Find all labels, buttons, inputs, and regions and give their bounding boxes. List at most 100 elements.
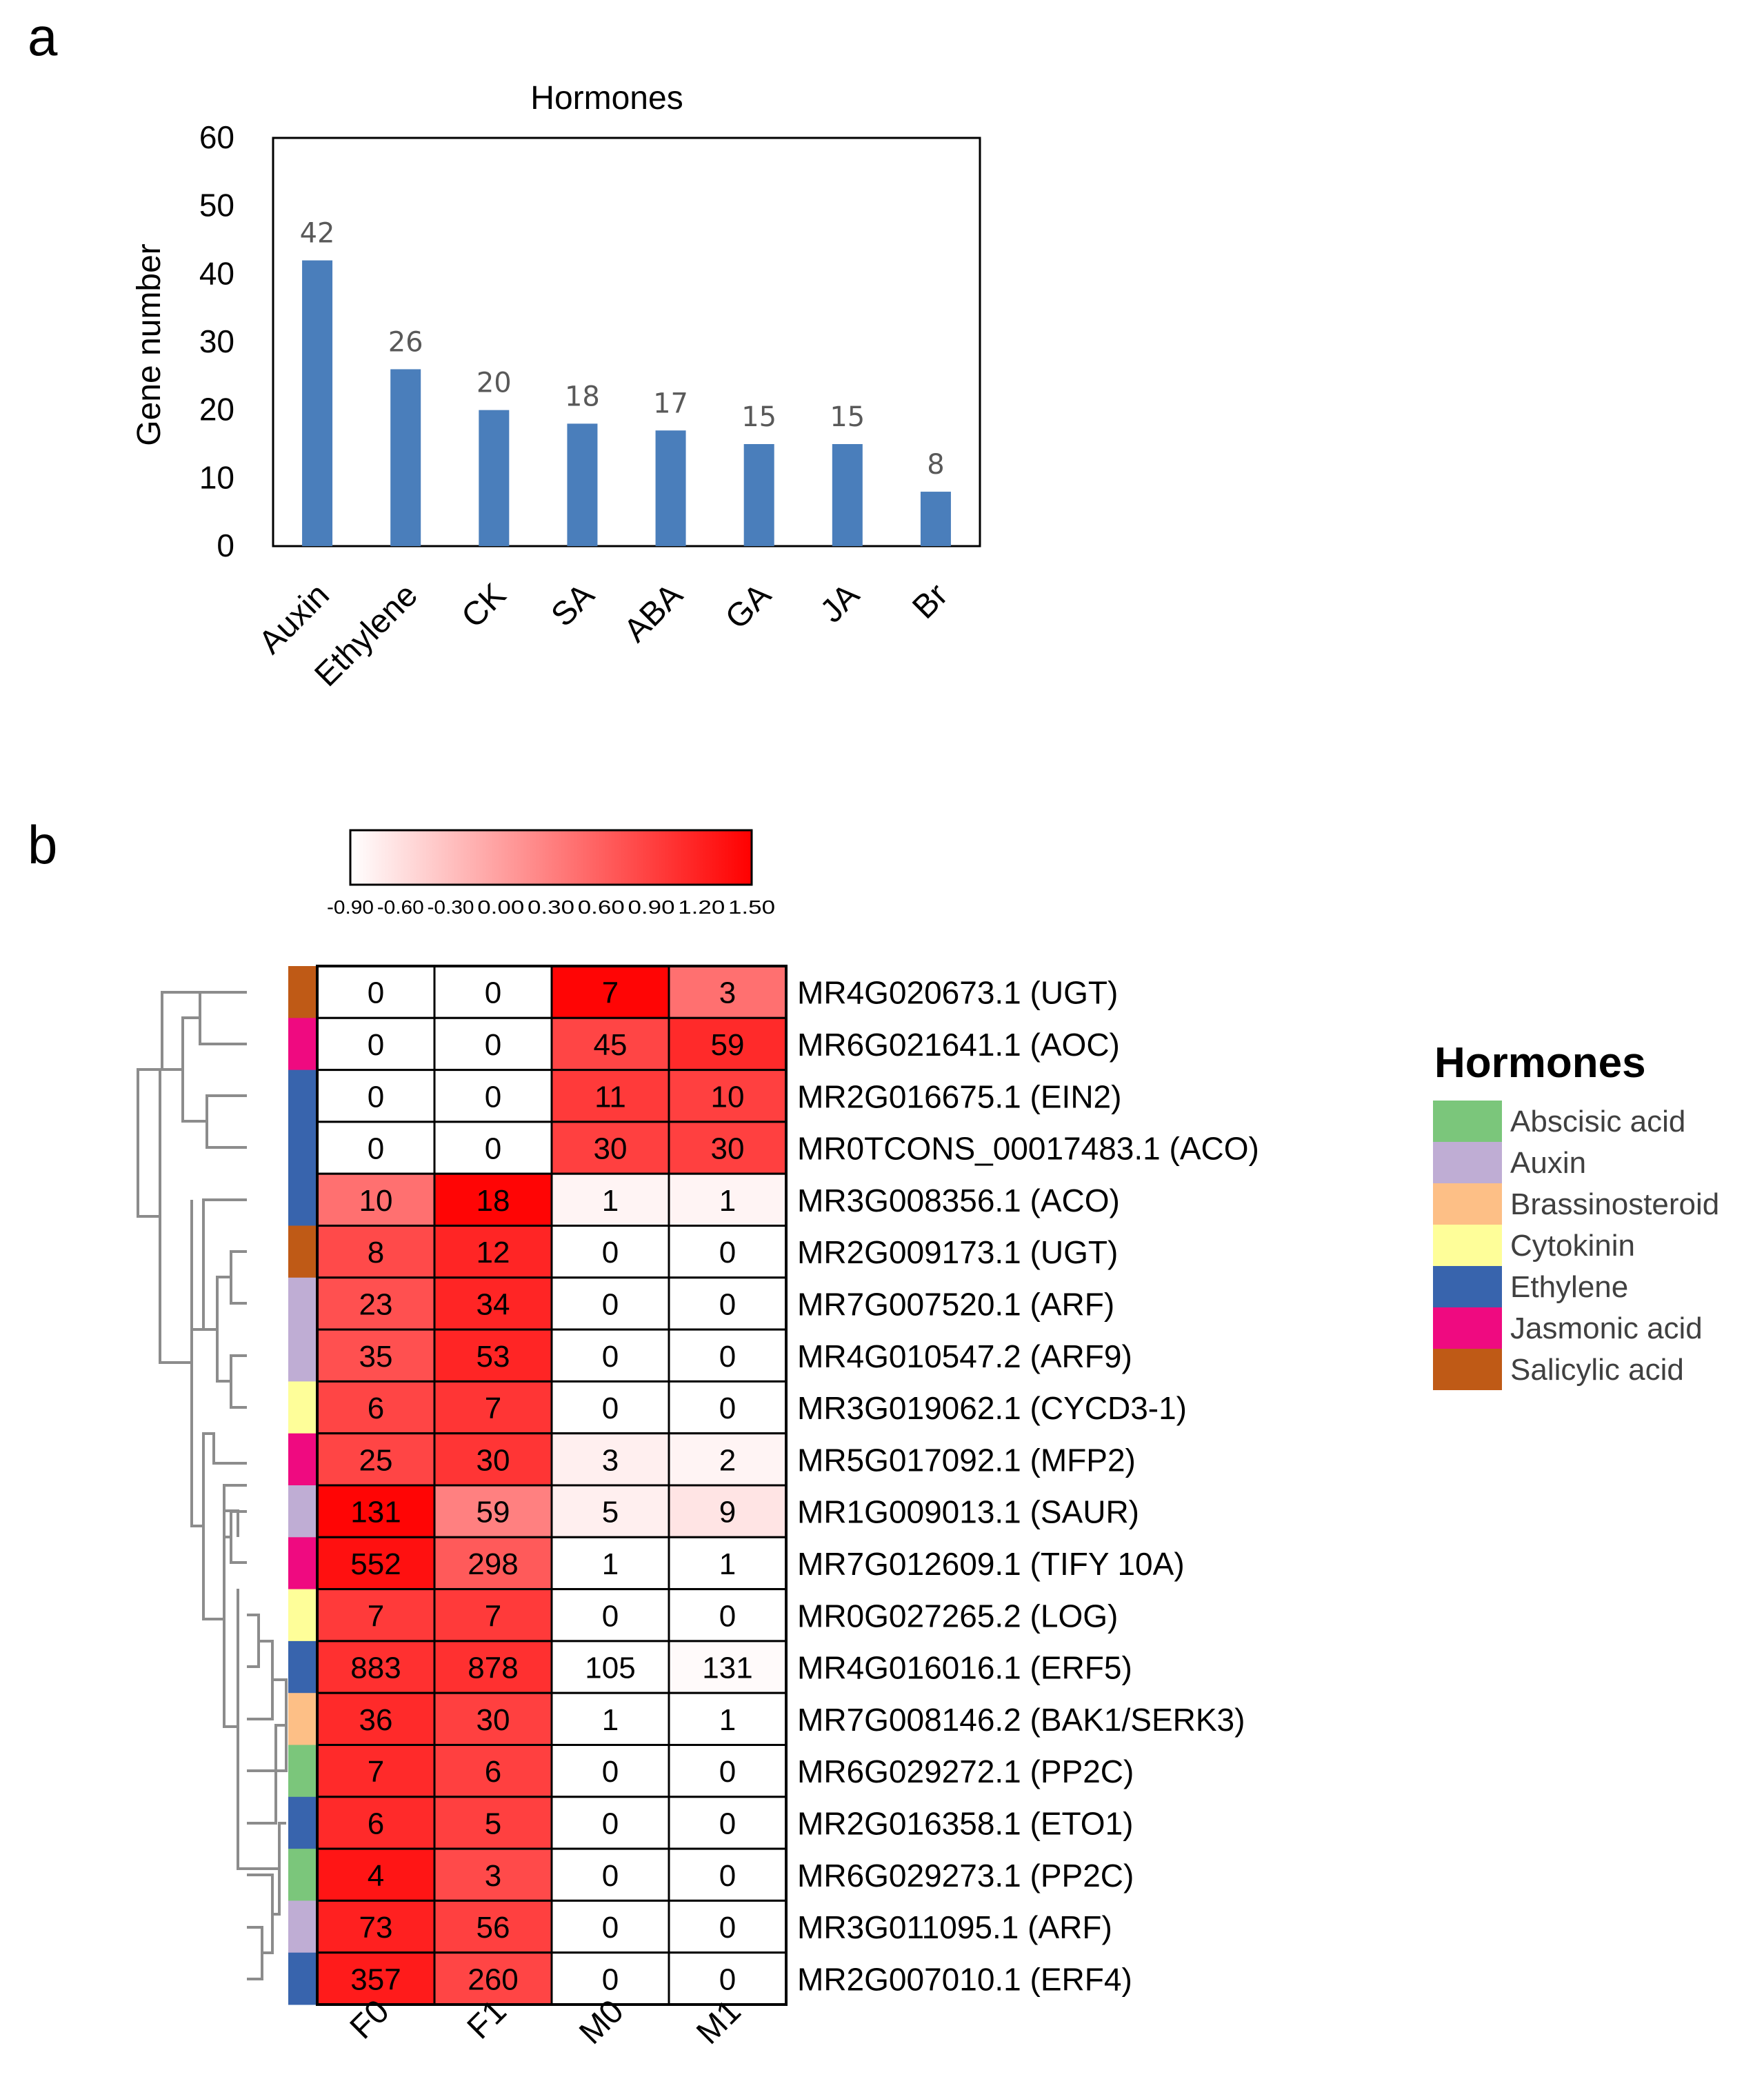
y-tick-label: 40 [199, 255, 234, 291]
heatmap-cell-value: 7 [368, 1755, 384, 1789]
x-tick-label: Br [905, 576, 954, 625]
heatmap-row-label: MR1G009013.1 (SAUR) [797, 1494, 1139, 1530]
heatmap-row-label: MR0TCONS_00017483.1 (ACO) [797, 1131, 1259, 1167]
bar-aba [655, 430, 686, 546]
heatmap-row-label: MR0G027265.2 (LOG) [797, 1598, 1118, 1634]
heatmap-cell-value: 0 [602, 1911, 619, 1945]
heatmap-row-label: MR5G017092.1 (MFP2) [797, 1442, 1136, 1478]
y-tick-label: 60 [199, 119, 234, 155]
row-hormone-color-bar [288, 1225, 316, 1278]
legend-swatch [1433, 1266, 1502, 1307]
heatmap-cell [433, 1691, 553, 1746]
colorbar-tick-label: 0.00 [477, 896, 524, 918]
heatmap-cell-value: 878 [468, 1651, 518, 1685]
heatmap-row-label: MR6G029273.1 (PP2C) [797, 1858, 1134, 1894]
heatmap-cell [668, 1536, 788, 1591]
heatmap-cell [433, 1276, 553, 1331]
heatmap-cell-value: 0 [719, 1287, 736, 1321]
heatmap-cell-value: 11 [594, 1080, 626, 1114]
legend-label: Cytokinin [1510, 1229, 1635, 1263]
row-hormone-color-bar [288, 1537, 316, 1590]
heatmap-cell [550, 1016, 670, 1072]
heatmap-cell-value: 35 [359, 1340, 393, 1374]
heatmap-cell [668, 1016, 788, 1072]
bar-data-label: 26 [388, 326, 423, 358]
x-tick-label: Auxin [252, 576, 336, 661]
legend-label: Jasmonic acid [1510, 1312, 1703, 1345]
heatmap-cell [550, 1276, 670, 1331]
heatmap-cell-value: 357 [350, 1962, 401, 1996]
heatmap-cell [433, 1172, 553, 1227]
heatmap-row-label: MR6G029272.1 (PP2C) [797, 1754, 1134, 1789]
bar-data-label: 15 [830, 401, 865, 433]
row-hormone-color-bar [288, 1589, 316, 1642]
colorbar-tick-label: 0.60 [578, 896, 625, 918]
bar-ethylene [390, 369, 421, 546]
heatmap-cell-value: 5 [602, 1496, 619, 1529]
heatmap-cell [550, 1588, 670, 1643]
heatmap-cell-value: 0 [602, 1340, 619, 1374]
heatmap-cell-value: 0 [719, 1859, 736, 1893]
x-tick-label: CK [454, 576, 513, 635]
heatmap-cell [668, 1640, 788, 1694]
bar-chart-bars [302, 260, 951, 546]
heatmap-cell-value: 45 [594, 1028, 628, 1062]
row-hormone-color-bar [288, 1174, 316, 1226]
heatmap-cell [316, 1432, 436, 1487]
row-hormone-color-bar [288, 1121, 316, 1174]
heatmap-cell [316, 965, 436, 1019]
heatmap-cell [550, 1432, 670, 1487]
bar-data-label: 15 [741, 401, 776, 433]
heatmap-row-label: MR4G016016.1 (ERF5) [797, 1650, 1132, 1686]
heatmap-cell-value: 30 [477, 1443, 510, 1477]
row-hormone-color-bar [288, 1433, 316, 1486]
bar-data-label: 8 [927, 449, 944, 481]
heatmap-cell-value: 1 [602, 1184, 619, 1218]
heatmap-cell-value: 8 [368, 1236, 384, 1269]
heatmap-cell-value: 6 [485, 1755, 501, 1789]
legend-label: Abscisic acid [1510, 1105, 1685, 1138]
x-tick-label: GA [719, 576, 779, 636]
panel-label-b: b [28, 814, 57, 875]
bar-ja [832, 444, 863, 546]
heatmap-cell [668, 1691, 788, 1746]
heatmap-cell [668, 1951, 788, 2006]
bar-chart-plot-frame [272, 137, 981, 548]
heatmap-cell-value: 10 [359, 1184, 393, 1218]
row-hormone-color-bar [288, 1952, 316, 2005]
heatmap-cell-value: 1 [719, 1703, 736, 1737]
heatmap-cell [550, 1691, 670, 1746]
heatmap-cell [433, 1588, 553, 1643]
heatmap-cell-value: 0 [602, 1755, 619, 1789]
heatmap-cell-value: 7 [602, 976, 619, 1010]
heatmap-cell-value: 3 [485, 1859, 501, 1893]
heatmap-cell-value: 1 [719, 1547, 736, 1581]
heatmap-row-label: MR2G009173.1 (UGT) [797, 1234, 1118, 1270]
heatmap-cell-value: 0 [602, 1392, 619, 1425]
heatmap-cell-value: 0 [485, 1080, 501, 1114]
heatmap-cell-value: 9 [719, 1496, 736, 1529]
heatmap-cell-value: 30 [477, 1703, 510, 1737]
heatmap-cell-value: 0 [368, 1028, 384, 1062]
heatmap-cell-value: 0 [602, 1599, 619, 1633]
legend-swatch [1433, 1225, 1502, 1266]
heatmap-cell-value: 0 [368, 1080, 384, 1114]
legend-label: Auxin [1510, 1146, 1586, 1180]
heatmap-cell-value: 3 [719, 976, 736, 1010]
colorbar-ticks: -0.90 -0.60 -0.30 0.00 0.30 0.60 0.90 1.20 1.50 [327, 896, 775, 918]
heatmap-cell [433, 1484, 553, 1538]
row-hormone-color-bar [288, 1900, 316, 1954]
heatmap-cell-value: 25 [359, 1443, 393, 1477]
bar-chart-data-labels: 42 26 20 18 17 15 15 8 [300, 218, 945, 481]
heatmap-cell [316, 1121, 436, 1175]
legend-title: Hormones [1434, 1039, 1646, 1087]
heatmap-cell-value: 59 [711, 1028, 745, 1062]
heatmap-cell-value: 0 [602, 1962, 619, 1996]
heatmap-cell-value: 12 [477, 1236, 510, 1269]
heatmap: 0 0 7 3 MR4G020673.1 (UGT)0 0 45 59 MR6G021641.1… [288, 965, 1259, 2051]
y-tick-label: 20 [199, 392, 234, 428]
row-hormone-color-bar [288, 1796, 316, 1849]
heatmap-cell-value: 34 [477, 1287, 510, 1321]
heatmap-row-label: MR6G021641.1 (AOC) [797, 1027, 1120, 1063]
